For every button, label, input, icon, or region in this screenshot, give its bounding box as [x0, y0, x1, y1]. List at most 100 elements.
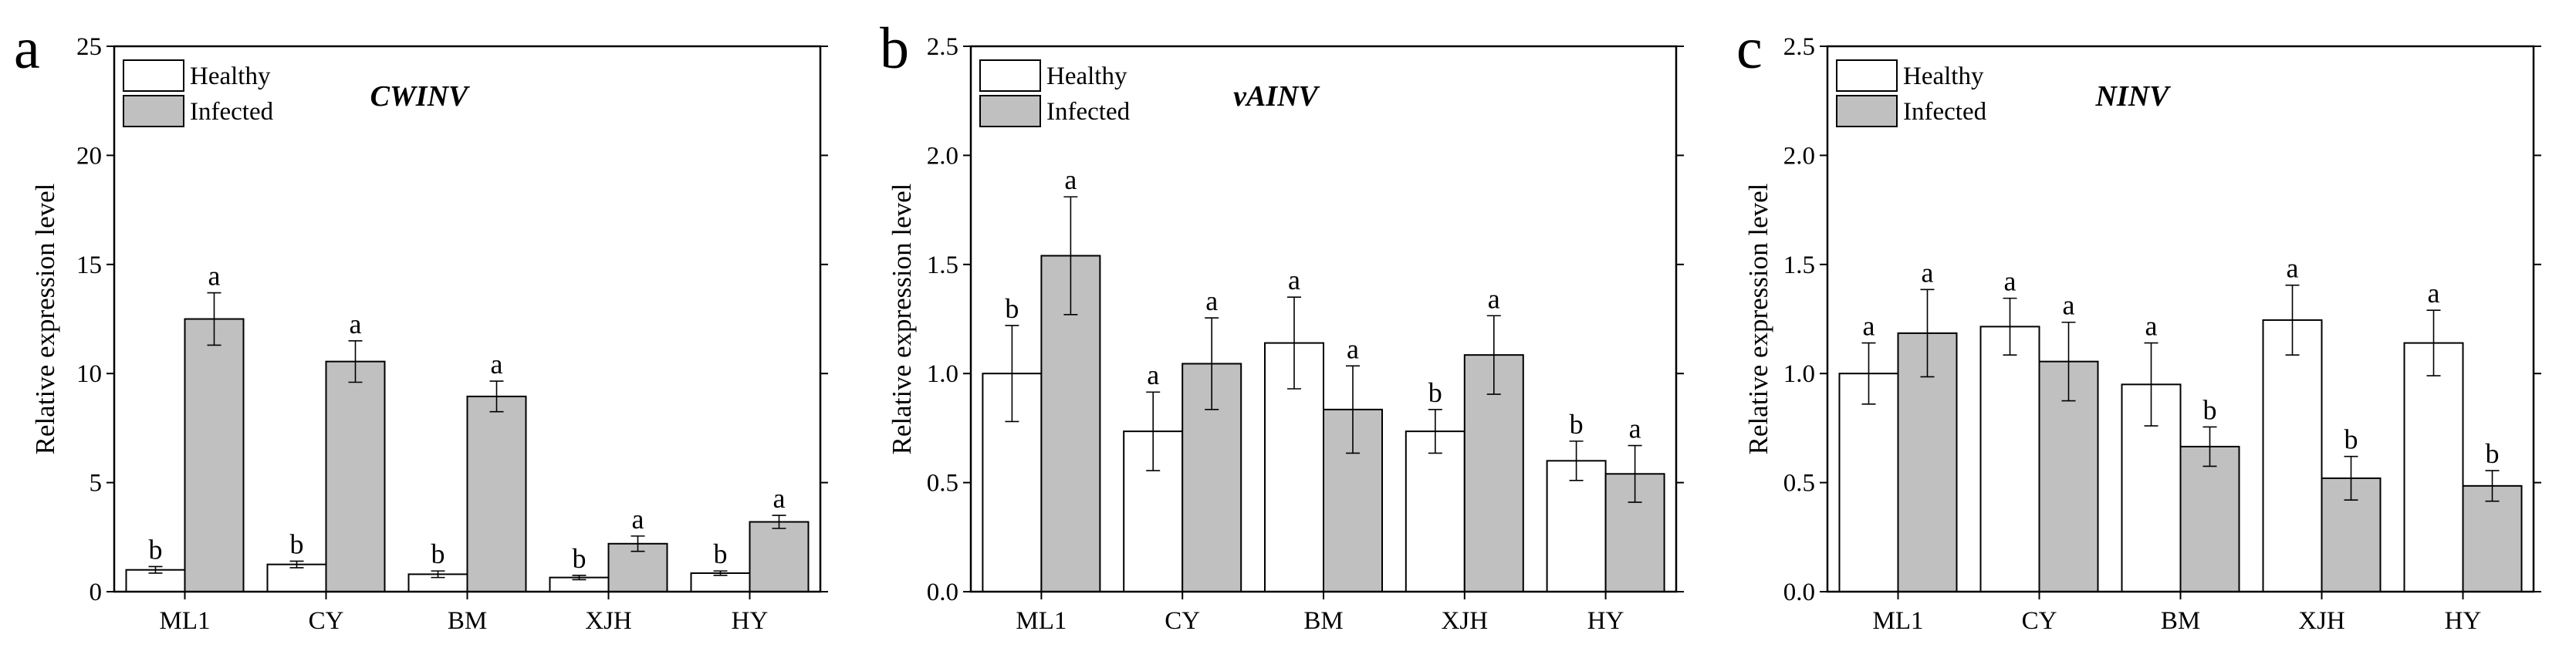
legend-swatch-healthy [979, 59, 1041, 92]
significance-letter: a [1863, 311, 1875, 342]
x-tick-label: CY [2022, 607, 2057, 635]
y-tick-label: 2.0 [1783, 142, 1815, 170]
significance-letter: b [2203, 394, 2217, 425]
significance-letter: b [573, 543, 587, 574]
y-tick-label: 0 [90, 579, 103, 606]
bar-infected-hy [749, 521, 810, 593]
significance-letter: a [1288, 265, 1300, 295]
plot-frame [1826, 45, 2535, 593]
x-tick-label: ML1 [160, 607, 211, 635]
significance-letter: a [2287, 253, 2299, 284]
x-tick-label: ML1 [1016, 607, 1067, 635]
bar-healthy-xjh [2262, 319, 2323, 592]
y-tick-label: 15 [76, 251, 102, 279]
y-tick-label: 0.0 [927, 579, 958, 606]
chart-panel-a: a Relative expression level 0 5 10 15 20 25 ML1 b… [14, 16, 828, 635]
significance-letter: a [208, 261, 221, 292]
y-tick-label: 10 [76, 360, 102, 388]
legend-label: Infected [1046, 98, 1131, 126]
significance-letter: b [290, 528, 304, 559]
bar-infected-ml1 [184, 318, 245, 592]
legend-swatch-infected [1836, 95, 1898, 127]
legend-label: Infected [1903, 98, 1987, 126]
x-tick-label: CY [309, 607, 344, 635]
x-tick-label: XJH [2298, 607, 2345, 635]
bar-infected-hy [2462, 484, 2523, 592]
bar-healthy-cy [266, 563, 327, 593]
x-tick-label: BM [448, 607, 487, 635]
significance-letter: b [1570, 409, 1584, 440]
bar-healthy-cy [1979, 326, 2040, 592]
significance-letter: b [714, 538, 728, 569]
chart-panel-b: b Relative expression level 0.0 0.5 1.0 1.5 2.… [880, 16, 1684, 635]
y-tick-label: 0.0 [1783, 579, 1815, 606]
legend-label: Infected [190, 98, 274, 126]
legend-swatch-healthy [1836, 59, 1898, 92]
gene-title: NINV [2094, 80, 2171, 113]
plot-frame [969, 45, 1678, 593]
y-tick-label: 20 [76, 142, 102, 170]
x-tick-label: HY [2445, 607, 2482, 635]
x-tick-label: BM [1303, 607, 1343, 635]
y-tick-label: 1.0 [927, 360, 958, 388]
significance-letter: a [491, 349, 503, 380]
y-tick-label: 5 [90, 470, 103, 498]
y-tick-label: 0.5 [927, 470, 958, 498]
legend-label: Healthy [1903, 62, 1984, 90]
significance-letter: b [1428, 377, 1442, 408]
y-tick-label: 25 [76, 33, 102, 61]
significance-letter: b [2486, 438, 2500, 469]
panel-letter: c [1736, 16, 1763, 81]
significance-letter: a [1147, 359, 1159, 390]
x-tick-label: HY [732, 607, 769, 635]
y-tick-label: 0.5 [1783, 470, 1815, 498]
legend-label: Healthy [190, 62, 271, 90]
y-tick-label: 2.5 [927, 33, 958, 61]
x-tick-label: XJH [585, 607, 632, 635]
y-axis-title: Relative expression level [1743, 183, 1773, 454]
y-tick-label: 1.0 [1783, 360, 1815, 388]
legend-swatch-healthy [123, 59, 184, 92]
y-tick-label: 1.5 [1783, 251, 1815, 279]
significance-letter: a [1922, 257, 1934, 288]
significance-letter: a [350, 309, 362, 339]
bar-infected-bm [466, 395, 527, 592]
significance-letter: a [1629, 413, 1641, 444]
x-tick-label: ML1 [1873, 607, 1924, 635]
legend-label: Healthy [1046, 62, 1127, 90]
y-axis-title: Relative expression level [30, 183, 60, 454]
significance-letter: a [1347, 333, 1359, 364]
bar-healthy-ml1 [1838, 373, 1899, 592]
significance-letter: a [2428, 278, 2440, 309]
panel-letter: b [880, 16, 909, 81]
significance-letter: b [149, 534, 163, 565]
bar-infected-cy [325, 360, 386, 592]
bar-healthy-xjh [1405, 430, 1465, 593]
bar-infected-ml1 [1897, 332, 1958, 592]
legend-swatch-infected [123, 95, 184, 127]
x-tick-label: HY [1587, 607, 1624, 635]
panel-letter: a [14, 16, 40, 81]
y-axis-title: Relative expression level [887, 183, 917, 454]
bar-healthy-hy [2403, 342, 2464, 592]
significance-letter: a [2145, 311, 2158, 342]
significance-letter: b [431, 538, 445, 569]
gene-title: vAINV [1233, 80, 1320, 113]
gene-title: CWINV [370, 80, 470, 113]
significance-letter: a [1064, 164, 1077, 195]
significance-letter: a [632, 504, 644, 535]
x-tick-label: CY [1165, 607, 1200, 635]
significance-letter: b [2344, 424, 2358, 455]
plot-frame [113, 45, 822, 593]
significance-letter: a [1488, 283, 1500, 314]
significance-letter: b [1005, 293, 1019, 324]
y-tick-label: 2.0 [927, 142, 958, 170]
significance-letter: a [2004, 266, 2017, 297]
legend-swatch-infected [979, 95, 1041, 127]
y-tick-label: 2.5 [1783, 33, 1815, 61]
bar-infected-bm [2179, 445, 2240, 592]
significance-letter: a [773, 483, 786, 514]
x-tick-label: XJH [1442, 607, 1489, 635]
chart-panel-c: c Relative expression level 0.0 0.5 1.0 1.5 2.… [1736, 16, 2541, 635]
